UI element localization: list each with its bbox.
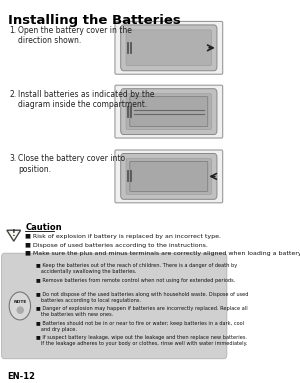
Text: ■ Dispose of used batteries according to the instructions.: ■ Dispose of used batteries according to… (25, 243, 208, 248)
Text: Install batteries as indicated by the
diagram inside the compartment.: Install batteries as indicated by the di… (18, 90, 155, 109)
FancyBboxPatch shape (121, 25, 217, 71)
FancyBboxPatch shape (126, 30, 212, 66)
Text: ■ Batteries should not be in or near to fire or water; keep batteries in a dark,: ■ Batteries should not be in or near to … (36, 321, 244, 332)
Text: Close the battery cover into
position.: Close the battery cover into position. (18, 154, 125, 174)
Text: ■ Danger of explosion may happen if batteries are incorrectly replaced. Replace : ■ Danger of explosion may happen if batt… (36, 306, 248, 317)
Text: ■ Risk of explosion if battery is replaced by an incorrect type.: ■ Risk of explosion if battery is replac… (25, 234, 221, 239)
Text: ■ Make sure the plus and minus terminals are correctly aligned when loading a ba: ■ Make sure the plus and minus terminals… (25, 251, 300, 256)
Text: ■ Remove batteries from remote control when not using for extended periods.: ■ Remove batteries from remote control w… (36, 278, 235, 283)
Text: 1.: 1. (9, 26, 16, 35)
Text: 3.: 3. (9, 154, 16, 164)
FancyBboxPatch shape (115, 85, 223, 138)
FancyBboxPatch shape (115, 150, 223, 203)
Text: Open the battery cover in the
direction shown.: Open the battery cover in the direction … (18, 26, 132, 45)
FancyBboxPatch shape (126, 159, 212, 194)
FancyBboxPatch shape (126, 94, 212, 129)
Text: ■ Do not dispose of the used batteries along with household waste. Dispose of us: ■ Do not dispose of the used batteries a… (36, 292, 248, 303)
Text: Caution: Caution (25, 223, 62, 232)
Text: 2.: 2. (9, 90, 16, 99)
Text: ■ If suspect battery leakage, wipe out the leakage and then replace new batterie: ■ If suspect battery leakage, wipe out t… (36, 336, 248, 346)
FancyBboxPatch shape (121, 154, 217, 199)
Text: Installing the Batteries: Installing the Batteries (8, 14, 180, 27)
FancyBboxPatch shape (2, 253, 227, 359)
FancyBboxPatch shape (130, 162, 208, 192)
FancyBboxPatch shape (130, 97, 208, 126)
Text: ■ Keep the batteries out of the reach of children. There is a danger of death by: ■ Keep the batteries out of the reach of… (36, 263, 237, 274)
FancyBboxPatch shape (115, 21, 223, 74)
Text: EN-12: EN-12 (8, 372, 36, 381)
Circle shape (9, 292, 31, 320)
FancyBboxPatch shape (121, 89, 217, 134)
Polygon shape (7, 230, 21, 241)
Text: !: ! (12, 229, 16, 238)
Text: NOTE: NOTE (13, 300, 26, 304)
Text: ●: ● (16, 305, 24, 315)
